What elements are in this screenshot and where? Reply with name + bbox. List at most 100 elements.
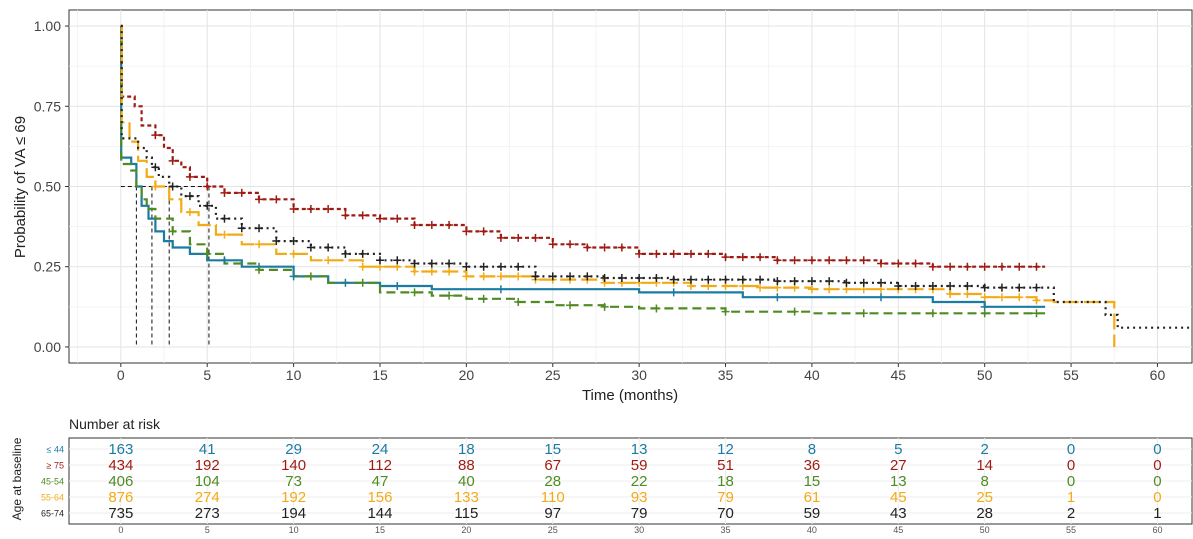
censor-mark xyxy=(220,188,229,197)
risk-table-cell: 156 xyxy=(367,489,392,506)
censor-mark xyxy=(514,233,523,242)
risk-table-cell: 45 xyxy=(890,489,907,506)
risk-table-cell: 434 xyxy=(108,457,133,474)
censor-mark xyxy=(514,272,523,281)
risk-table-row-label: ≥ 75 xyxy=(47,461,64,471)
risk-table-cell: 59 xyxy=(804,505,821,522)
risk-table-cell: 192 xyxy=(281,489,306,506)
censor-mark xyxy=(289,272,298,281)
risk-table-cell: 13 xyxy=(631,441,648,458)
risk-table-x-tick-label: 30 xyxy=(634,525,644,534)
y-tick-label: 0.50 xyxy=(34,179,61,195)
censor-mark xyxy=(358,249,367,258)
censor-mark xyxy=(445,267,454,276)
censor-mark xyxy=(393,256,402,265)
risk-table-cell: 88 xyxy=(458,457,475,474)
risk-table-cell: 0 xyxy=(1067,457,1075,474)
censor-mark xyxy=(496,233,505,242)
censor-mark xyxy=(375,256,384,265)
x-tick-label: 40 xyxy=(804,367,820,383)
censor-mark xyxy=(151,131,160,140)
risk-table-x-tick-label: 20 xyxy=(461,525,471,534)
censor-mark xyxy=(341,278,350,287)
risk-table-cell: 70 xyxy=(717,505,734,522)
censor-mark xyxy=(807,277,816,286)
x-tick-label: 55 xyxy=(1063,367,1079,383)
censor-mark xyxy=(652,273,661,282)
censor-mark xyxy=(721,307,730,316)
risk-table-cell: 15 xyxy=(544,441,561,458)
censor-mark xyxy=(220,214,229,223)
censor-mark xyxy=(410,267,419,276)
y-tick-label: 1.00 xyxy=(34,18,61,34)
censor-mark xyxy=(928,281,937,290)
censor-mark xyxy=(859,256,868,265)
censor-mark xyxy=(445,291,454,300)
censor-mark xyxy=(686,275,695,284)
risk-table-cell: 274 xyxy=(195,489,220,506)
risk-table-cell: 192 xyxy=(195,457,220,474)
censor-mark xyxy=(825,256,834,265)
risk-table-cell: 24 xyxy=(372,441,389,458)
risk-table-cell: 194 xyxy=(281,505,306,522)
censor-mark xyxy=(462,272,471,281)
x-tick-label: 5 xyxy=(203,367,211,383)
x-tick-label: 20 xyxy=(459,367,475,383)
censor-mark xyxy=(427,221,436,230)
censor-mark xyxy=(410,259,419,268)
censor-mark xyxy=(255,224,264,233)
censor-mark xyxy=(185,172,194,181)
risk-table-cell: 12 xyxy=(717,441,734,458)
censor-mark xyxy=(721,253,730,262)
survival-curve-75 xyxy=(120,24,1046,268)
censor-mark xyxy=(773,277,782,286)
risk-table-cell: 28 xyxy=(544,473,561,490)
censor-mark xyxy=(669,249,678,258)
risk-table-cell: 144 xyxy=(367,505,392,522)
risk-table-cell: 61 xyxy=(804,489,821,506)
risk-table-cell: 36 xyxy=(804,457,821,474)
risk-table-cell: 133 xyxy=(454,489,479,506)
risk-table-title: Number at risk xyxy=(69,416,161,432)
censor-mark xyxy=(842,278,851,287)
y-axis-label: Probability of VA ≤ 69 xyxy=(12,116,29,258)
censor-mark xyxy=(686,249,695,258)
y-tick-label: 0.25 xyxy=(34,259,61,275)
risk-table-cell: 2 xyxy=(1067,505,1075,522)
censor-mark xyxy=(410,221,419,230)
censor-mark xyxy=(1032,309,1041,318)
censor-mark xyxy=(445,221,454,230)
censor-mark xyxy=(877,259,886,268)
risk-table-cell: 2 xyxy=(981,441,989,458)
risk-table-cell: 28 xyxy=(976,505,993,522)
censor-mark xyxy=(462,227,471,236)
censor-mark xyxy=(185,208,194,217)
censor-mark xyxy=(997,283,1006,292)
censor-mark xyxy=(756,283,765,292)
risk-table-cell: 140 xyxy=(281,457,306,474)
censor-mark xyxy=(393,214,402,223)
risk-table-cell: 735 xyxy=(108,505,133,522)
risk-table-cell: 406 xyxy=(108,473,133,490)
censor-mark xyxy=(946,281,955,290)
x-tick-label: 25 xyxy=(545,367,561,383)
censor-mark xyxy=(496,262,505,271)
censor-mark xyxy=(635,249,644,258)
censor-mark xyxy=(306,272,315,281)
censor-mark xyxy=(600,243,609,252)
risk-table-cell: 59 xyxy=(631,457,648,474)
censor-mark xyxy=(583,243,592,252)
risk-table-x-tick-label: 60 xyxy=(1152,525,1162,534)
censor-mark xyxy=(877,293,886,302)
censor-mark xyxy=(825,277,834,286)
censor-mark xyxy=(220,256,229,265)
risk-table-cell: 27 xyxy=(890,457,907,474)
risk-table-cell: 5 xyxy=(894,441,902,458)
censor-mark xyxy=(704,249,713,258)
censor-mark xyxy=(807,256,816,265)
censor-mark xyxy=(427,267,436,276)
censor-mark xyxy=(859,278,868,287)
risk-table-x-tick-label: 45 xyxy=(893,525,903,534)
censor-mark xyxy=(566,301,575,310)
